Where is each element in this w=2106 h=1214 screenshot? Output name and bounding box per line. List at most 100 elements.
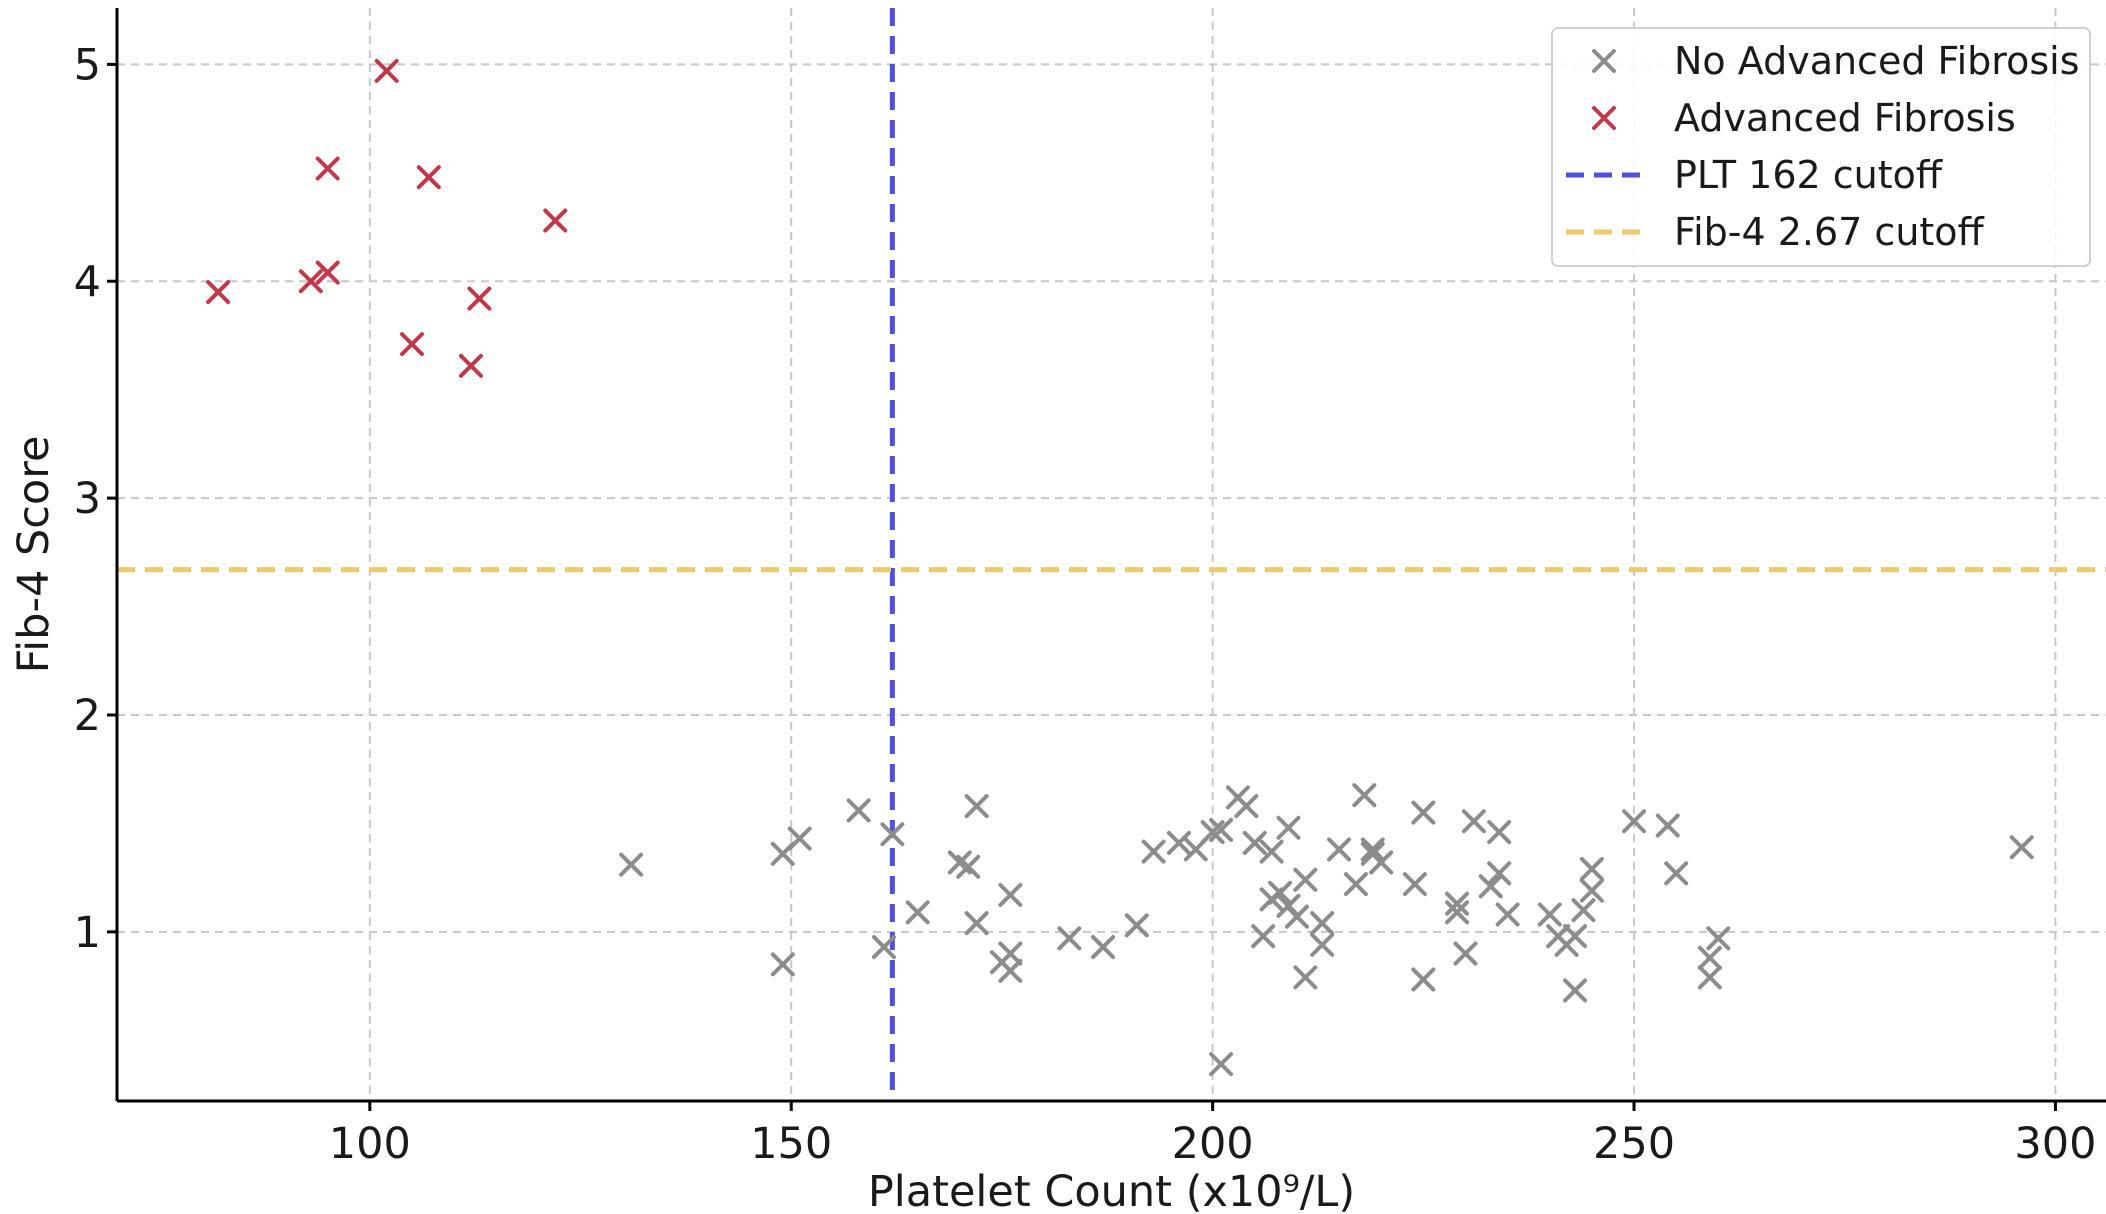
legend-label: No Advanced Fibrosis [1674, 39, 2080, 83]
point-no-advanced-fibrosis [1445, 900, 1470, 925]
point-no-advanced-fibrosis [1369, 850, 1394, 875]
point-no-advanced-fibrosis [1310, 911, 1335, 936]
legend-item-advanced-fibrosis: Advanced Fibrosis [1592, 96, 2016, 140]
point-advanced-fibrosis [315, 260, 340, 285]
point-no-advanced-fibrosis [1141, 839, 1166, 864]
point-no-advanced-fibrosis [1057, 926, 1082, 951]
point-advanced-fibrosis [458, 353, 483, 378]
legend: No Advanced Fibrosis Advanced Fibrosis PLT… [1551, 27, 2091, 267]
point-no-advanced-fibrosis [1360, 837, 1385, 862]
point-no-advanced-fibrosis [1563, 924, 1588, 949]
point-no-advanced-fibrosis [1664, 861, 1689, 886]
point-no-advanced-fibrosis [1209, 1052, 1234, 1077]
x-axis-title: Platelet Count (x10⁹/L) [868, 1167, 1355, 1214]
point-advanced-fibrosis [416, 165, 441, 190]
point-no-advanced-fibrosis [1697, 945, 1722, 970]
point-no-advanced-fibrosis [1124, 913, 1149, 938]
y-axis-title: Fib-4 Score [9, 436, 59, 674]
legend-item-plt-162-cutoff: PLT 162 cutoff [1566, 153, 1943, 197]
point-no-advanced-fibrosis [619, 852, 644, 877]
point-no-advanced-fibrosis [1478, 874, 1503, 899]
point-no-advanced-fibrosis [956, 854, 981, 879]
y-tick-label: 4 [74, 257, 101, 307]
x-ticks: 100 150 200 250 300 [329, 1101, 2096, 1169]
point-no-advanced-fibrosis [1327, 837, 1352, 862]
point-no-advanced-fibrosis [1579, 856, 1604, 881]
reference-lines [117, 8, 2106, 1101]
point-no-advanced-fibrosis [1166, 830, 1191, 855]
point-no-advanced-fibrosis [1487, 820, 1512, 845]
point-no-advanced-fibrosis [1091, 935, 1116, 960]
legend-item-fib-4-2-67-cutoff: Fib-4 2.67 cutoff [1566, 210, 1985, 254]
point-no-advanced-fibrosis [1251, 924, 1276, 949]
x-tick-label: 200 [1172, 1119, 1254, 1169]
point-no-advanced-fibrosis [1284, 904, 1309, 929]
point-no-advanced-fibrosis [998, 882, 1023, 907]
legend-item-no-advanced-fibrosis: No Advanced Fibrosis [1592, 39, 2080, 83]
point-no-advanced-fibrosis [998, 958, 1023, 983]
point-no-advanced-fibrosis [880, 822, 905, 847]
legend-marker [1592, 49, 1616, 73]
point-no-advanced-fibrosis [1579, 878, 1604, 903]
point-no-advanced-fibrosis [1461, 809, 1486, 834]
point-no-advanced-fibrosis [964, 794, 989, 819]
y-tick-label: 2 [74, 691, 101, 741]
point-no-advanced-fibrosis [1411, 800, 1436, 825]
x-tick-label: 100 [329, 1119, 411, 1169]
point-no-advanced-fibrosis [1655, 813, 1680, 838]
point-advanced-fibrosis [206, 280, 231, 305]
point-no-advanced-fibrosis [1537, 902, 1562, 927]
point-no-advanced-fibrosis [787, 826, 812, 851]
point-no-advanced-fibrosis [1445, 891, 1470, 916]
legend-label: PLT 162 cutoff [1674, 153, 1943, 197]
point-no-advanced-fibrosis [1242, 830, 1267, 855]
x-tick-label: 300 [2014, 1119, 2096, 1169]
y-tick-label: 1 [74, 908, 101, 958]
point-no-advanced-fibrosis [1343, 872, 1368, 897]
legend-label: Advanced Fibrosis [1674, 96, 2016, 140]
point-no-advanced-fibrosis [1234, 794, 1259, 819]
y-ticks: 1 2 3 4 5 [74, 40, 117, 958]
x-tick-label: 250 [1593, 1119, 1675, 1169]
legend-marker [1592, 106, 1616, 130]
point-no-advanced-fibrosis [1622, 809, 1647, 834]
y-tick-label: 5 [74, 40, 101, 90]
point-no-advanced-fibrosis [1352, 783, 1377, 808]
legend-items: No Advanced Fibrosis Advanced Fibrosis PLT… [1566, 39, 2080, 254]
data-points [206, 58, 2034, 1077]
point-no-advanced-fibrosis [2009, 835, 2034, 860]
point-advanced-fibrosis [467, 286, 492, 311]
y-tick-label: 3 [74, 474, 101, 524]
point-no-advanced-fibrosis [1310, 932, 1335, 957]
point-no-advanced-fibrosis [1402, 872, 1427, 897]
point-no-advanced-fibrosis [1706, 926, 1731, 951]
point-no-advanced-fibrosis [1293, 867, 1318, 892]
point-no-advanced-fibrosis [998, 941, 1023, 966]
point-advanced-fibrosis [374, 58, 399, 83]
point-no-advanced-fibrosis [1563, 978, 1588, 1003]
legend-label: Fib-4 2.67 cutoff [1674, 210, 1985, 254]
point-no-advanced-fibrosis [1259, 839, 1284, 864]
point-no-advanced-fibrosis [770, 952, 795, 977]
point-no-advanced-fibrosis [964, 911, 989, 936]
point-advanced-fibrosis [399, 332, 424, 357]
point-no-advanced-fibrosis [871, 935, 896, 960]
legend-box [1551, 27, 2091, 267]
point-no-advanced-fibrosis [1293, 965, 1318, 990]
point-advanced-fibrosis [298, 269, 323, 294]
point-no-advanced-fibrosis [1495, 902, 1520, 927]
axes [115, 8, 2106, 1103]
point-no-advanced-fibrosis [1571, 898, 1596, 923]
point-no-advanced-fibrosis [1268, 880, 1293, 905]
point-no-advanced-fibrosis [1697, 965, 1722, 990]
point-advanced-fibrosis [315, 156, 340, 181]
point-no-advanced-fibrosis [1453, 941, 1478, 966]
point-no-advanced-fibrosis [846, 798, 871, 823]
point-no-advanced-fibrosis [1411, 967, 1436, 992]
x-tick-label: 150 [750, 1119, 832, 1169]
point-no-advanced-fibrosis [905, 900, 930, 925]
point-advanced-fibrosis [543, 208, 568, 233]
point-no-advanced-fibrosis [1209, 817, 1234, 842]
point-no-advanced-fibrosis [1487, 861, 1512, 886]
